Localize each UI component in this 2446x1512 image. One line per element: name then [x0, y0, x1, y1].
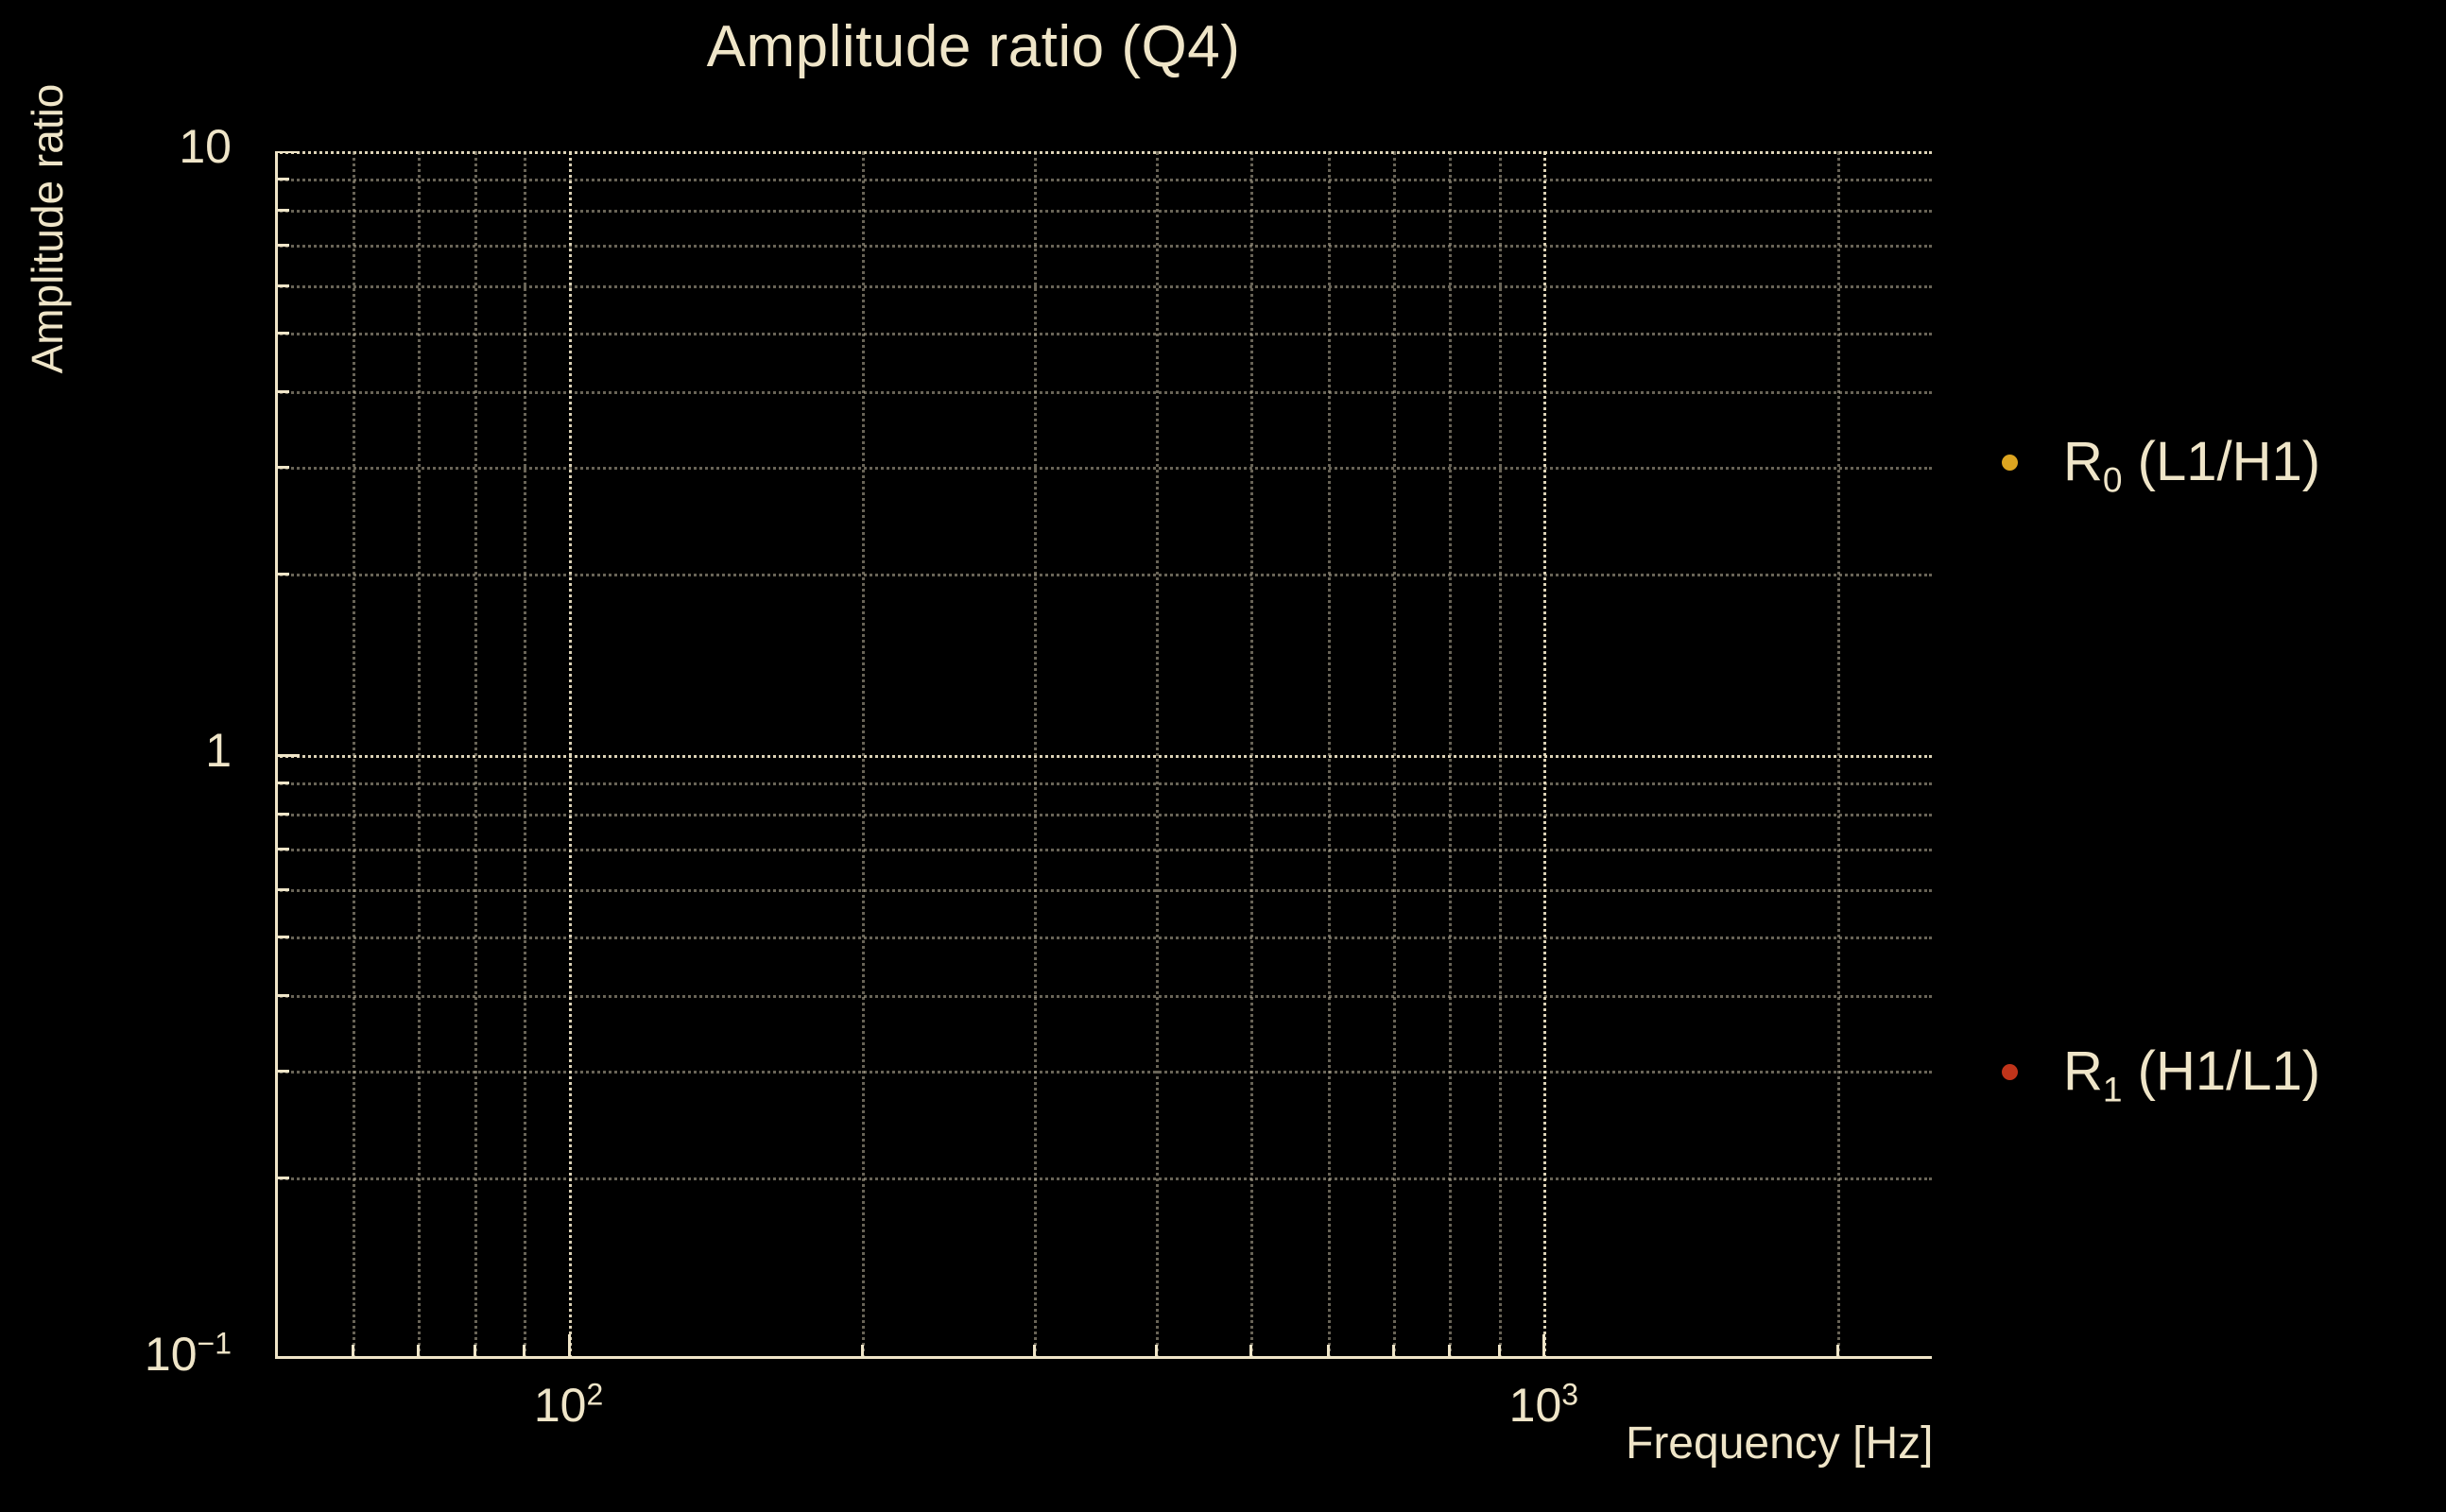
- x-axis-spine: [275, 1356, 1932, 1359]
- x-tick-major: [567, 1334, 571, 1359]
- x-tick-minor: [1249, 1345, 1252, 1359]
- legend-entry-1[interactable]: R1 (H1/L1): [1985, 1040, 2321, 1109]
- gridline-vertical-minor: [1449, 151, 1453, 1359]
- x-axis-title: Frequency [Hz]: [1626, 1418, 1934, 1469]
- y-tick-minor: [275, 994, 289, 998]
- page-title: Amplitude ratio (Q4): [706, 14, 1241, 79]
- y-tick-major: [275, 1358, 300, 1359]
- y-tick-minor: [275, 208, 289, 212]
- y-tick-label-2: 10−1: [144, 1326, 232, 1381]
- x-tick-minor: [1391, 1345, 1395, 1359]
- gridline-vertical-minor: [1327, 151, 1331, 1359]
- gridline-vertical-major: [568, 151, 572, 1359]
- x-tick-minor: [1498, 1345, 1502, 1359]
- legend-label-1: R1 (H1/L1): [2063, 1040, 2321, 1109]
- x-tick-minor: [523, 1345, 526, 1359]
- y-tick-minor: [275, 847, 289, 850]
- gridline-vertical-minor: [1249, 151, 1253, 1359]
- gridline-vertical-major: [1543, 151, 1547, 1359]
- gridline-horizontal-minor: [275, 333, 1932, 336]
- y-tick-minor: [275, 178, 289, 181]
- x-tick-minor: [1326, 1345, 1330, 1359]
- plot-area[interactable]: [275, 151, 1932, 1359]
- gridline-vertical-minor: [862, 151, 866, 1359]
- x-tick-minor: [1836, 1345, 1839, 1359]
- gridline-horizontal-minor: [275, 467, 1932, 471]
- gridline-vertical-minor: [1837, 151, 1840, 1359]
- x-tick-minor: [1032, 1345, 1036, 1359]
- x-tick-label-1: 103: [1508, 1377, 1579, 1432]
- y-tick-minor: [275, 782, 289, 785]
- gridline-vertical-minor: [1499, 151, 1503, 1359]
- x-tick-minor: [1448, 1345, 1452, 1359]
- legend-marker-icon: [2002, 454, 2018, 471]
- y-tick-minor: [275, 812, 289, 816]
- gridline-horizontal-major: [275, 151, 1932, 154]
- gridline-horizontal-minor: [275, 284, 1932, 288]
- y-tick-minor: [275, 466, 289, 470]
- gridline-vertical-minor: [1033, 151, 1037, 1359]
- gridline-horizontal-major: [275, 755, 1932, 758]
- legend[interactable]: R0 (L1/H1) R1 (H1/L1): [1985, 151, 2429, 1359]
- gridline-horizontal-minor: [275, 179, 1932, 182]
- legend-entry-0[interactable]: R0 (L1/H1): [1985, 431, 2321, 500]
- y-tick-minor: [275, 243, 289, 247]
- gridline-horizontal-minor: [275, 848, 1932, 851]
- y-tick-minor: [275, 887, 289, 891]
- y-tick-major: [275, 151, 300, 153]
- y-tick-major: [275, 754, 300, 757]
- gridline-horizontal-minor: [275, 782, 1932, 786]
- x-tick-minor: [416, 1345, 420, 1359]
- gridline-horizontal-minor: [275, 1071, 1932, 1074]
- legend-label-0: R0 (L1/H1): [2063, 431, 2321, 500]
- y-tick-label-1: 1: [205, 724, 232, 777]
- gridline-horizontal-minor: [275, 573, 1932, 576]
- x-tick-minor: [473, 1345, 476, 1359]
- gridline-horizontal-minor: [275, 813, 1932, 816]
- gridline-horizontal-minor: [275, 209, 1932, 213]
- gridline-vertical-minor: [524, 151, 527, 1359]
- y-tick-minor: [275, 1070, 289, 1074]
- gridline-horizontal-minor: [275, 936, 1932, 940]
- x-tick-label-0: 102: [533, 1377, 604, 1432]
- gridline-horizontal-minor: [275, 244, 1932, 248]
- gridline-horizontal-minor: [275, 995, 1932, 999]
- x-tick-minor: [351, 1345, 354, 1359]
- x-tick-major: [1542, 1334, 1546, 1359]
- gridline-vertical-minor: [352, 151, 355, 1359]
- y-tick-minor: [275, 390, 289, 394]
- x-tick-minor: [275, 1345, 277, 1359]
- legend-marker-icon: [2002, 1063, 2018, 1080]
- y-tick-minor: [275, 284, 289, 287]
- y-tick-minor: [275, 572, 289, 576]
- gridline-vertical-minor: [1155, 151, 1159, 1359]
- gridline-vertical-minor: [474, 151, 477, 1359]
- gridline-vertical-minor: [417, 151, 421, 1359]
- y-tick-minor: [275, 1176, 289, 1179]
- y-tick-label-0: 10: [179, 120, 232, 173]
- gridline-horizontal-minor: [275, 391, 1932, 395]
- y-tick-minor: [275, 936, 289, 939]
- y-tick-minor: [275, 332, 289, 335]
- y-axis-title: Amplitude ratio: [23, 83, 72, 374]
- x-tick-minor: [1154, 1345, 1158, 1359]
- x-tick-minor: [861, 1345, 865, 1359]
- gridline-horizontal-minor: [275, 888, 1932, 892]
- gridline-vertical-minor: [1392, 151, 1396, 1359]
- gridline-horizontal-minor: [275, 1177, 1932, 1180]
